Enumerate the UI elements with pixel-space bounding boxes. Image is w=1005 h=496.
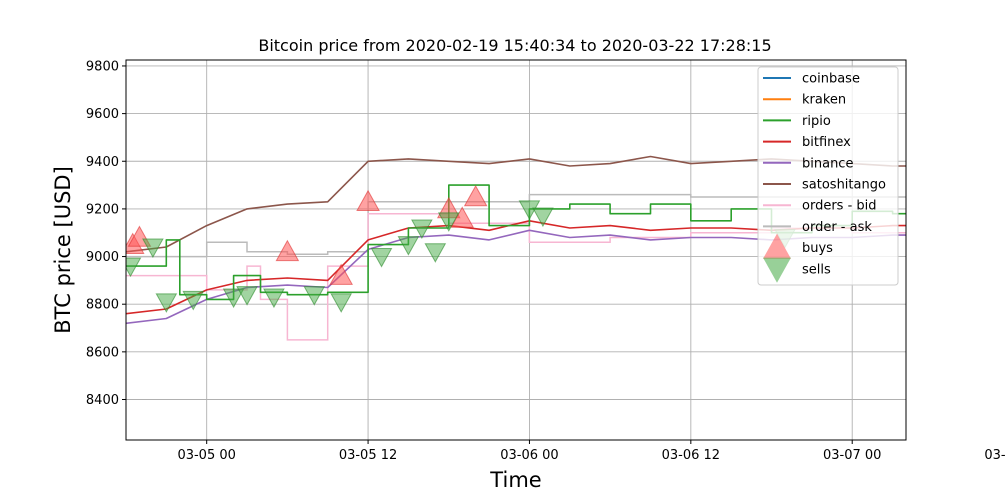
y-axis-label: BTC price [USD] (51, 166, 75, 334)
x-axis-ticks: 03-05 00 03-05 12 03-06 00 03-06 12 03-07 00… (177, 440, 1005, 463)
sell-marker (263, 288, 285, 309)
buy-marker (982, 193, 1004, 213)
x-tick-label: 03-06 12 (662, 448, 720, 463)
chart-title: Bitcoin price from 2020-02-19 15:40:34 t… (258, 36, 771, 55)
y-tick-label: 9600 (86, 107, 119, 122)
buy-marker (985, 186, 1005, 206)
series-order-ask-line (126, 193, 906, 258)
legend-swatch-sells (763, 257, 791, 283)
plot-frame (125, 59, 907, 441)
sell-marker (411, 219, 433, 239)
x-tick-label: 03-06 00 (500, 448, 558, 463)
legend-label-coinbase: coinbase (802, 72, 860, 87)
y-tick-label: 8800 (86, 298, 119, 313)
series-orders-bid-line (126, 212, 906, 341)
buy-marker (329, 263, 354, 285)
sell-marker (303, 286, 326, 306)
legend-label-sells: sells (802, 262, 831, 277)
y-tick-label: 8400 (86, 393, 119, 408)
y-tick-label: 9800 (86, 59, 119, 74)
sell-marker (236, 286, 258, 306)
sell-marker (182, 290, 205, 311)
y-tick-label: 8600 (86, 345, 119, 360)
buy-marker (356, 189, 380, 212)
x-tick-label: 03-07 12 (984, 448, 1005, 463)
legend-label-ripio: ripio (802, 114, 831, 129)
buy-marker (987, 198, 1005, 218)
sell-marker (330, 293, 353, 313)
x-axis-label: Time (489, 468, 541, 492)
sell-marker (155, 293, 178, 313)
x-tick-label: 03-07 00 (823, 448, 881, 463)
sell-marker (370, 248, 393, 268)
legend: coinbase kraken ripio bitfinex binance satosh… (757, 66, 899, 286)
y-tick-label: 9200 (86, 202, 119, 217)
buy-marker (463, 184, 488, 207)
legend-label-binance: binance (802, 156, 853, 171)
x-tick-label: 03-05 12 (339, 448, 397, 463)
sell-marker (397, 236, 420, 256)
y-tick-label: 9400 (86, 155, 119, 170)
sell-marker (222, 288, 245, 309)
sell-marker (532, 207, 554, 228)
buy-marker (275, 239, 300, 262)
legend-box (757, 66, 899, 286)
marker-layer (126, 184, 1005, 313)
legend-label-satoshitango: satoshitango (802, 178, 886, 193)
sell-marker (437, 212, 460, 232)
sell-marker (142, 238, 164, 259)
x-tick-label: 03-05 00 (177, 448, 235, 463)
y-tick-label: 9000 (86, 250, 119, 265)
legend-label-order-ask: order - ask (802, 220, 872, 235)
sell-marker (126, 257, 142, 278)
legend-swatch-buys (763, 233, 791, 259)
legend-label-orders-bid: orders - bid (802, 199, 877, 214)
legend-label-buys: buys (802, 241, 833, 256)
y-axis-ticks: 8400 8600 8800 9000 9200 9400 9600 9800 (86, 59, 126, 408)
legend-label-kraken: kraken (802, 93, 846, 108)
legend-label-bitfinex: bitfinex (802, 135, 851, 150)
sell-marker (424, 243, 447, 263)
